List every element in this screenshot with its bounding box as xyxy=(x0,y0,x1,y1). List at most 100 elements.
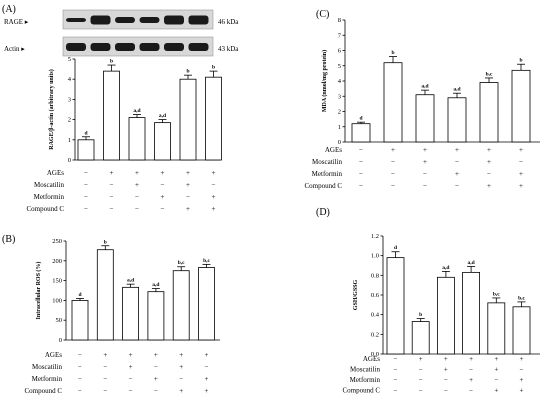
condition-mark: − xyxy=(84,169,88,177)
blot-strip xyxy=(62,36,214,57)
significance-label: b xyxy=(110,59,113,65)
condition-label: Compound C xyxy=(26,205,64,213)
condition-mark: + xyxy=(444,355,448,363)
condition-mark: − xyxy=(103,375,107,383)
bar xyxy=(447,97,467,143)
blot-band xyxy=(66,18,86,22)
y-tick-label: 2 xyxy=(338,109,341,116)
blot-band xyxy=(164,43,184,51)
significance-label: b xyxy=(391,50,394,56)
condition-mark: + xyxy=(186,169,190,177)
condition-mark: − xyxy=(78,375,82,383)
condition-label: Moscatilin xyxy=(34,181,64,189)
condition-label: Moscatilin xyxy=(312,158,342,166)
significance-label: a,d xyxy=(453,87,460,93)
y-tick-label: 3 xyxy=(68,96,71,103)
bar xyxy=(103,70,120,161)
significance-label: b xyxy=(212,65,215,71)
condition-mark: + xyxy=(494,355,498,363)
condition-mark: − xyxy=(110,193,114,201)
condition-mark: − xyxy=(205,363,209,371)
condition-mark: − xyxy=(423,170,427,178)
significance-label: a,d xyxy=(133,108,140,114)
condition-mark: − xyxy=(391,158,395,166)
significance-label: b,c xyxy=(493,291,500,297)
y-axis-label: GSH/GSSG xyxy=(353,280,359,311)
y-tick-label: 4 xyxy=(68,76,72,83)
y-tick-label: 0.0 xyxy=(371,351,379,358)
condition-mark: − xyxy=(103,387,107,395)
bar xyxy=(383,62,403,143)
blot-size: 46 kDa xyxy=(218,18,239,26)
condition-label: Compound C xyxy=(342,387,380,395)
y-tick-label: 50 xyxy=(56,317,63,324)
condition-mark: + xyxy=(455,170,459,178)
significance-label: b,c xyxy=(178,260,185,266)
condition-mark: − xyxy=(129,375,133,383)
condition-mark: + xyxy=(519,182,523,190)
condition-mark: + xyxy=(154,375,158,383)
condition-mark: − xyxy=(455,158,459,166)
condition-label: AGEs xyxy=(325,146,342,154)
condition-mark: + xyxy=(129,363,133,371)
condition-mark: + xyxy=(179,351,183,359)
condition-mark: + xyxy=(494,387,498,395)
condition-mark: − xyxy=(359,146,363,154)
bar xyxy=(198,267,215,341)
y-tick-label: 6 xyxy=(338,48,342,55)
condition-mark: + xyxy=(519,146,523,154)
condition-mark: − xyxy=(469,366,473,374)
bar xyxy=(96,249,114,341)
condition-mark: − xyxy=(469,387,473,395)
blot-band xyxy=(164,15,184,25)
condition-mark: − xyxy=(135,205,139,213)
condition-mark: + xyxy=(179,363,183,371)
bar xyxy=(479,82,499,143)
y-tick-label: 7 xyxy=(338,32,342,39)
bar xyxy=(71,299,89,341)
y-tick-label: 2 xyxy=(68,117,71,124)
condition-label: Compound C xyxy=(304,182,342,190)
condition-mark: − xyxy=(135,193,139,201)
significance-label: b,c xyxy=(518,295,525,301)
condition-mark: + xyxy=(487,158,491,166)
condition-mark: + xyxy=(444,366,448,374)
y-tick-label: 0 xyxy=(59,337,62,344)
significance-label: a,d xyxy=(421,84,428,90)
condition-mark: − xyxy=(359,170,363,178)
blot-band xyxy=(90,43,111,51)
condition-mark: − xyxy=(161,181,165,189)
y-tick-label: 5 xyxy=(338,63,341,70)
condition-label: Moscatilin xyxy=(32,363,62,371)
y-tick-label: 200 xyxy=(52,258,62,265)
significance-label: b,c xyxy=(203,258,210,264)
significance-label: b xyxy=(419,312,422,318)
y-tick-label: 8 xyxy=(338,17,341,24)
condition-mark: + xyxy=(103,351,107,359)
condition-mark: − xyxy=(394,376,398,384)
y-tick-label: 0.4 xyxy=(371,312,380,319)
condition-mark: − xyxy=(84,181,88,189)
condition-mark: − xyxy=(110,205,114,213)
condition-label: Moscatilin xyxy=(350,366,380,374)
condition-label: Compound C xyxy=(24,387,62,395)
condition-mark: + xyxy=(205,387,209,395)
bar xyxy=(415,94,435,143)
panel-label: (D) xyxy=(316,207,330,218)
condition-mark: + xyxy=(135,181,139,189)
panel-label: (A) xyxy=(2,4,16,15)
panel-label: (C) xyxy=(316,9,329,20)
condition-mark: + xyxy=(423,146,427,154)
significance-label: d xyxy=(78,292,81,298)
condition-mark: + xyxy=(110,169,114,177)
y-tick-label: 0.8 xyxy=(371,272,379,279)
condition-label: Metformin xyxy=(32,375,63,383)
significance-label: a,d xyxy=(468,260,475,266)
condition-label: AGEs xyxy=(47,169,64,177)
condition-mark: + xyxy=(423,158,427,166)
blot-band xyxy=(139,17,160,23)
condition-mark: + xyxy=(519,170,523,178)
condition-mark: − xyxy=(110,181,114,189)
bar xyxy=(436,276,455,355)
